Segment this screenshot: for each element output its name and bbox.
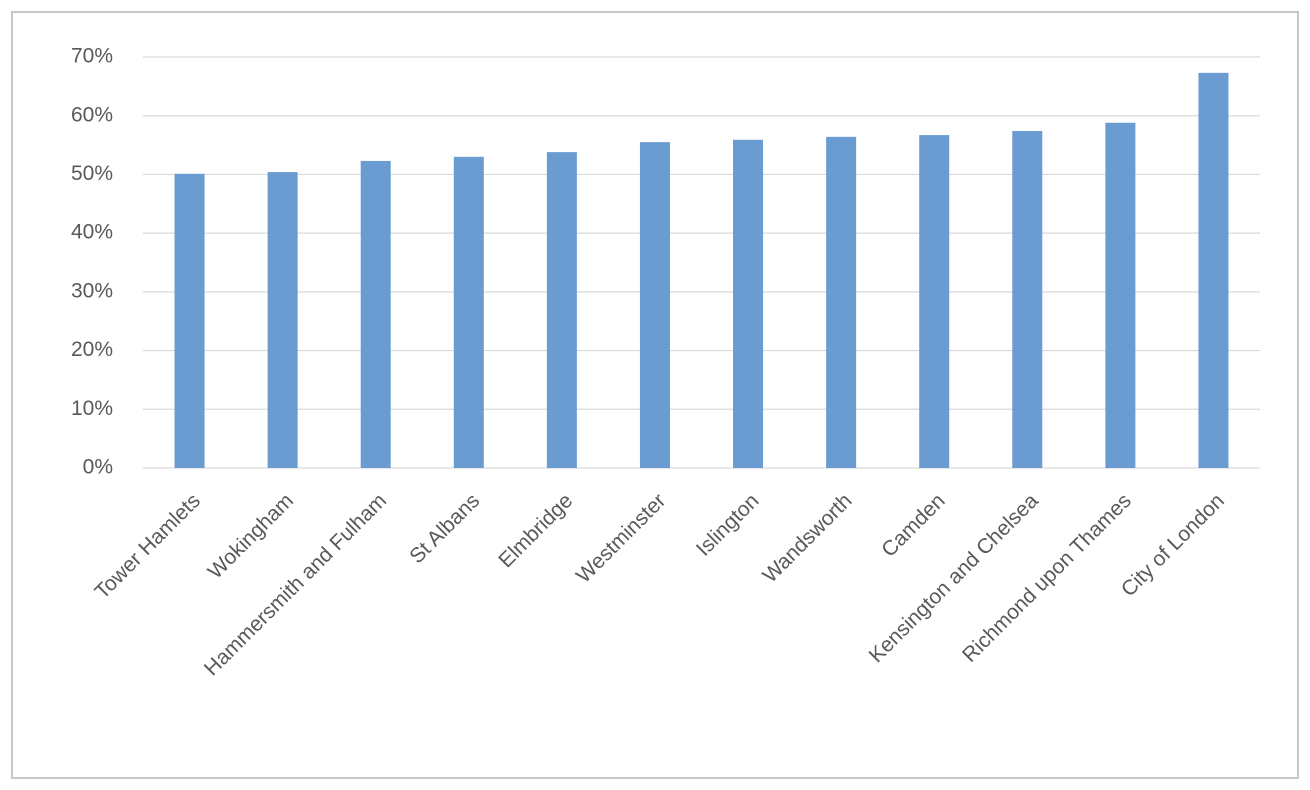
y-tick-label: 30%: [71, 279, 113, 302]
bar: [360, 160, 391, 468]
bar: [453, 156, 484, 469]
bar: [1198, 72, 1229, 469]
bar: [733, 139, 764, 468]
bar: [1012, 130, 1043, 469]
y-tick-label: 0%: [83, 456, 113, 479]
y-tick-label: 40%: [71, 221, 113, 244]
bar: [919, 135, 950, 468]
bar: [639, 142, 670, 468]
y-tick-label: 60%: [71, 103, 113, 126]
bar: [546, 152, 577, 469]
y-tick-label: 70%: [71, 45, 113, 68]
bar: [174, 173, 205, 468]
y-tick-label: 10%: [71, 397, 113, 420]
bar: [267, 172, 298, 468]
y-tick-label: 20%: [71, 338, 113, 361]
bar: [1105, 122, 1136, 468]
bar: [826, 136, 857, 468]
y-tick-label: 50%: [71, 162, 113, 185]
